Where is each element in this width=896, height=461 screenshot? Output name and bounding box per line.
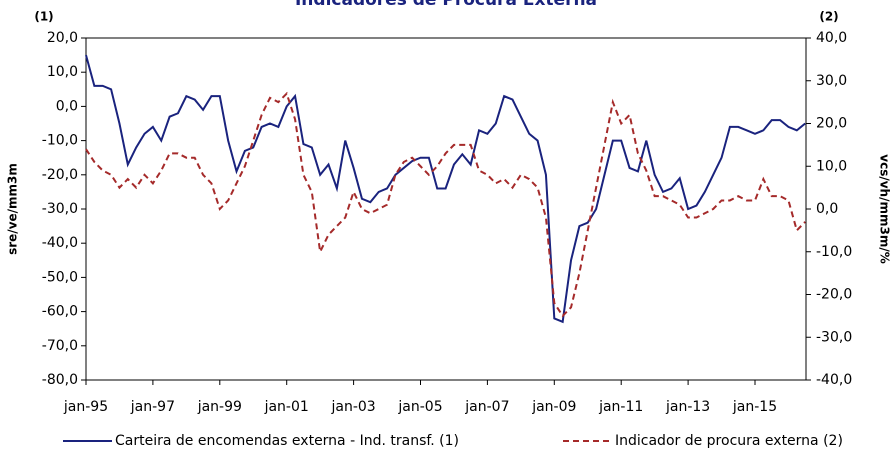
plot-frame — [85, 37, 807, 381]
annotation: (1) — [34, 10, 53, 24]
x-tick-label: jan-01 — [264, 399, 309, 415]
y-tick-label: -30,0 — [42, 201, 78, 217]
legend-label: Carteira de encomendas externa - Ind. tr… — [115, 433, 459, 449]
y2-tick-label: 20,0 — [816, 116, 847, 132]
x-tick-label: jan-99 — [197, 399, 242, 415]
y2-tick-label: 0,0 — [816, 201, 838, 217]
y-tick-label: -70,0 — [42, 338, 78, 354]
y-tick-label: 0,0 — [56, 98, 78, 114]
chart-title: Indicadores de Procura Externa — [295, 0, 597, 10]
x-tick-label: jan-05 — [397, 399, 442, 415]
y-tick-label: 20,0 — [47, 30, 78, 46]
y-tick-label: -40,0 — [42, 235, 78, 251]
x-tick-label: jan-97 — [130, 399, 175, 415]
y2-tick-label: -40,0 — [816, 372, 852, 388]
x-tick-label: jan-11 — [598, 399, 643, 415]
y2-axis-label: vcs/vh/mm3m/% — [878, 154, 892, 263]
y2-tick-label: 30,0 — [816, 73, 847, 89]
x-tick-label: jan-07 — [464, 399, 509, 415]
x-tick-label: jan-95 — [63, 399, 108, 415]
x-tick-label: jan-13 — [665, 399, 710, 415]
y-tick-label: -50,0 — [42, 269, 78, 285]
y2-tick-label: -30,0 — [816, 329, 852, 345]
y-tick-label: -20,0 — [42, 167, 78, 183]
x-tick-label: jan-15 — [732, 399, 777, 415]
y2-tick-label: -10,0 — [816, 244, 852, 260]
y2-tick-label: 10,0 — [816, 158, 847, 174]
y-tick-label: 10,0 — [47, 64, 78, 80]
annotation: (2) — [819, 10, 838, 24]
legend-label: Indicador de procura externa (2) — [615, 433, 843, 449]
series-line — [85, 91, 806, 318]
y-tick-label: -10,0 — [42, 133, 78, 149]
x-tick-label: jan-03 — [330, 399, 375, 415]
y-tick-label: -80,0 — [42, 372, 78, 388]
y2-tick-label: 40,0 — [816, 30, 847, 46]
series-line — [85, 54, 806, 324]
y-axis-label: sre/ve/mm3m — [6, 163, 20, 255]
y2-tick-label: -20,0 — [816, 287, 852, 303]
y-tick-label: -60,0 — [42, 304, 78, 320]
x-tick-label: jan-09 — [531, 399, 576, 415]
